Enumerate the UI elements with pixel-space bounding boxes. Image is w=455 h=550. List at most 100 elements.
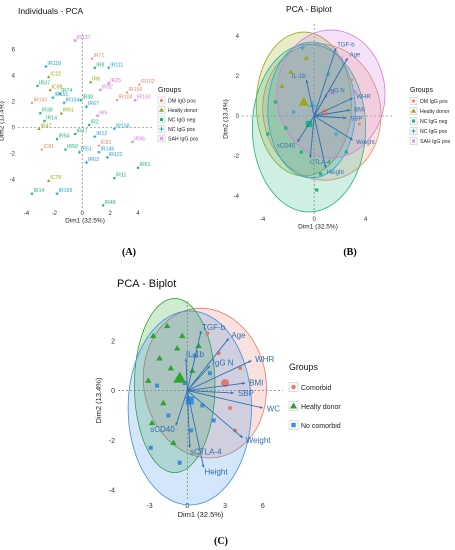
data-point [30,192,34,195]
data-point [51,96,55,100]
data-point [160,399,167,406]
y-axis-label: Dim2 (13.4%) [223,99,230,139]
data-point [189,428,194,433]
data-point [102,204,105,207]
confidence-ellipse [142,307,267,459]
point-label: IC79 [50,175,61,181]
x-tick-label: 0 [81,211,85,217]
data-point [238,366,243,371]
variable-label: IgG N [213,359,234,368]
x-tick-label: -4 [24,211,30,217]
data-point [357,122,361,126]
legend-marker [159,136,164,141]
loading-arrow [186,338,230,391]
arrow-head [305,80,309,84]
x-tick-label: 6 [261,503,265,510]
point-label: IR92 [102,84,113,90]
data-point [173,345,181,351]
y-tick-label: -4 [234,194,240,200]
legend-marker [411,139,416,143]
y-tick-label: -4 [10,178,16,184]
chart-title: Individuals - PCA [18,6,84,16]
legend-label: Healty donor [168,108,198,114]
point-label: IR11 [116,173,127,179]
y-tick-label: 0 [236,114,240,120]
legend-label: DM IgG pos [168,98,196,104]
variable-label: sCD40 [277,143,296,149]
point-label: IR51 [81,147,92,153]
arrow-head [184,358,188,362]
point-label: IR6 [92,77,100,83]
legend-marker [289,402,298,409]
point-label: IR47 [40,123,51,129]
arrow-head [175,422,179,426]
y-tick-label: 6 [12,48,16,54]
y-tick-label: -2 [10,152,16,158]
legend-label: NC IgG pos [168,127,196,133]
point-label: IR151 [54,92,68,98]
loading-arrow [314,109,351,117]
point-label: IR14 [33,188,44,194]
point-label: IR12 [96,131,107,137]
y-tick-label: -4 [109,488,115,495]
point-label: IR122 [109,152,123,158]
x-tick-label: 4 [364,217,368,223]
variable-label: Weight [356,140,375,146]
point-label: IR61 [140,162,151,168]
variable-label: Age [231,331,246,340]
legend-marker [411,119,416,123]
data-point [46,178,51,182]
variable-label: BMI [249,378,263,387]
legend-marker [411,128,416,134]
panel-b: PCA - Biplot -4 0 4 -4 -2 0 2 4 Dim1 (32.5%) Dim2 … [223,4,451,258]
x-tick-label: 0 [312,217,316,223]
data-point [167,364,175,371]
data-point [279,83,285,88]
point-label: IR14 [46,116,57,122]
variable-label: WC [267,405,281,414]
data-point [73,39,77,42]
data-point [211,418,216,423]
loading-arrow [313,97,353,117]
point-label: IR160 [33,97,47,103]
variable-label: SBP [238,389,254,398]
point-label: IR54 [59,134,70,140]
data-point [125,91,128,94]
data-point [30,101,34,104]
group-centroid [298,96,309,106]
arrow-head [225,338,229,342]
panel-caption: (C) [214,536,228,547]
data-point [40,148,43,151]
data-point [107,66,111,70]
data-point [105,155,109,159]
legend-label: NC IgG neg [420,119,448,125]
data-point [48,88,52,92]
variable-label: Height [204,467,228,476]
data-point [288,69,294,74]
panel-caption: (A) [122,247,136,258]
data-point [64,148,67,151]
arrow-head [344,58,348,62]
x-axis-label: Dim1 (32.5%) [298,223,338,230]
x-tick-label: 0 [185,503,189,510]
y-tick-label: 2 [111,338,115,345]
data-point [315,188,319,192]
arrow-head [199,330,202,334]
point-label: IR111 [110,62,123,68]
variable-label: SBP [350,116,362,122]
y-tick-label: 0 [111,388,115,395]
data-point [97,144,101,147]
data-point [200,403,205,408]
y-axis-label: Dim2 (13.4%) [94,377,103,423]
legend-label: NC IgG neg [168,117,196,123]
loading-arrow [309,115,315,159]
point-label: IR30 [82,95,93,101]
point-label: IC81 [100,140,111,146]
data-point [318,172,323,176]
arrow-head [201,464,205,468]
point-label: IR154 [66,97,80,103]
legend-label: NC IgG pos [420,129,448,135]
group-centroid [328,88,336,96]
loading-arrow [305,79,315,117]
